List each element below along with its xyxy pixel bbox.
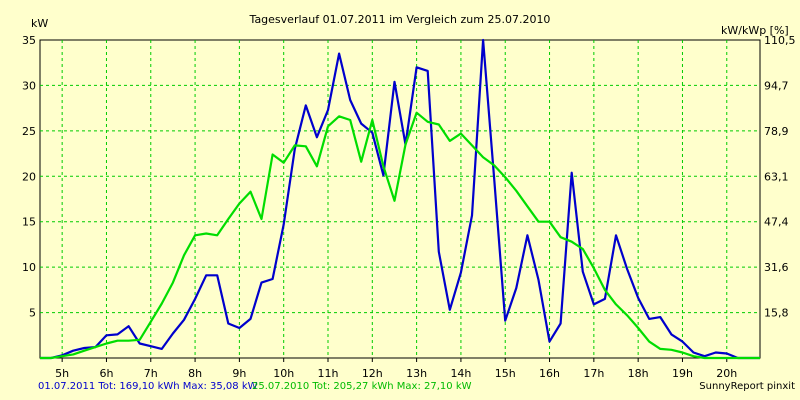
- footer-series1-label: 01.07.2011 Tot: 169,10 kWh Max: 35,08 kW: [38, 381, 258, 392]
- series-lines: [40, 38, 760, 360]
- x-tick-label: 11h: [318, 367, 339, 380]
- y2-tick-label: 63,1: [764, 170, 789, 183]
- y-tick-label: 30: [22, 79, 36, 92]
- y2-tick-label: 78,9: [764, 125, 789, 138]
- x-tick-label: 12h: [362, 367, 383, 380]
- y-tick-label: 10: [22, 261, 36, 274]
- y-axis-left-ticks: 5 10 15 20 25 30 35: [22, 34, 36, 320]
- footer-series2-label: 25.07.2010 Tot: 205,27 kWh Max: 27,10 kW: [252, 381, 472, 392]
- y-tick-label: 25: [22, 125, 36, 138]
- x-axis-ticks: 5h 6h 7h 8h 9h 10h 11h 12h 13h 14h 15h 16h 17h 18h 19h…: [55, 358, 737, 380]
- x-tick-label: 20h: [716, 367, 737, 380]
- y-axis-left-label: kW: [31, 17, 48, 30]
- x-tick-label: 9h: [232, 367, 246, 380]
- y2-tick-label: 31,6: [764, 261, 789, 274]
- x-tick-label: 15h: [495, 367, 516, 380]
- series-line-2: [40, 111, 760, 360]
- y2-tick-label: 47,4: [764, 216, 789, 229]
- x-tick-label: 7h: [144, 367, 158, 380]
- x-tick-label: 8h: [188, 367, 202, 380]
- y-tick-label: 15: [22, 216, 36, 229]
- footer-credit: SunnyReport pinxit: [699, 381, 795, 392]
- y-tick-label: 35: [22, 34, 36, 47]
- y-axis-right-ticks: 15,8 31,6 47,4 63,1 78,9 94,7 110,5: [764, 34, 796, 320]
- plot-area: [39, 39, 761, 359]
- y2-tick-label: 94,7: [764, 79, 789, 92]
- x-tick-label: 19h: [672, 367, 693, 380]
- x-tick-label: 16h: [539, 367, 560, 380]
- x-tick-label: 17h: [583, 367, 604, 380]
- x-tick-label: 13h: [406, 367, 427, 380]
- y-axis-right-label: kW/kWp [%]: [721, 24, 789, 37]
- y2-tick-label: 15,8: [764, 307, 789, 320]
- x-tick-label: 6h: [99, 367, 113, 380]
- x-tick-label: 18h: [628, 367, 649, 380]
- series-line-1: [40, 38, 760, 360]
- x-tick-label: 14h: [450, 367, 471, 380]
- y2-tick-label: 110,5: [764, 34, 796, 47]
- x-tick-label: 10h: [273, 367, 294, 380]
- chart-title: Tagesverlauf 01.07.2011 im Vergleich zum…: [249, 13, 551, 26]
- y-tick-label: 20: [22, 170, 36, 183]
- y-tick-label: 5: [29, 307, 36, 320]
- x-tick-label: 5h: [55, 367, 69, 380]
